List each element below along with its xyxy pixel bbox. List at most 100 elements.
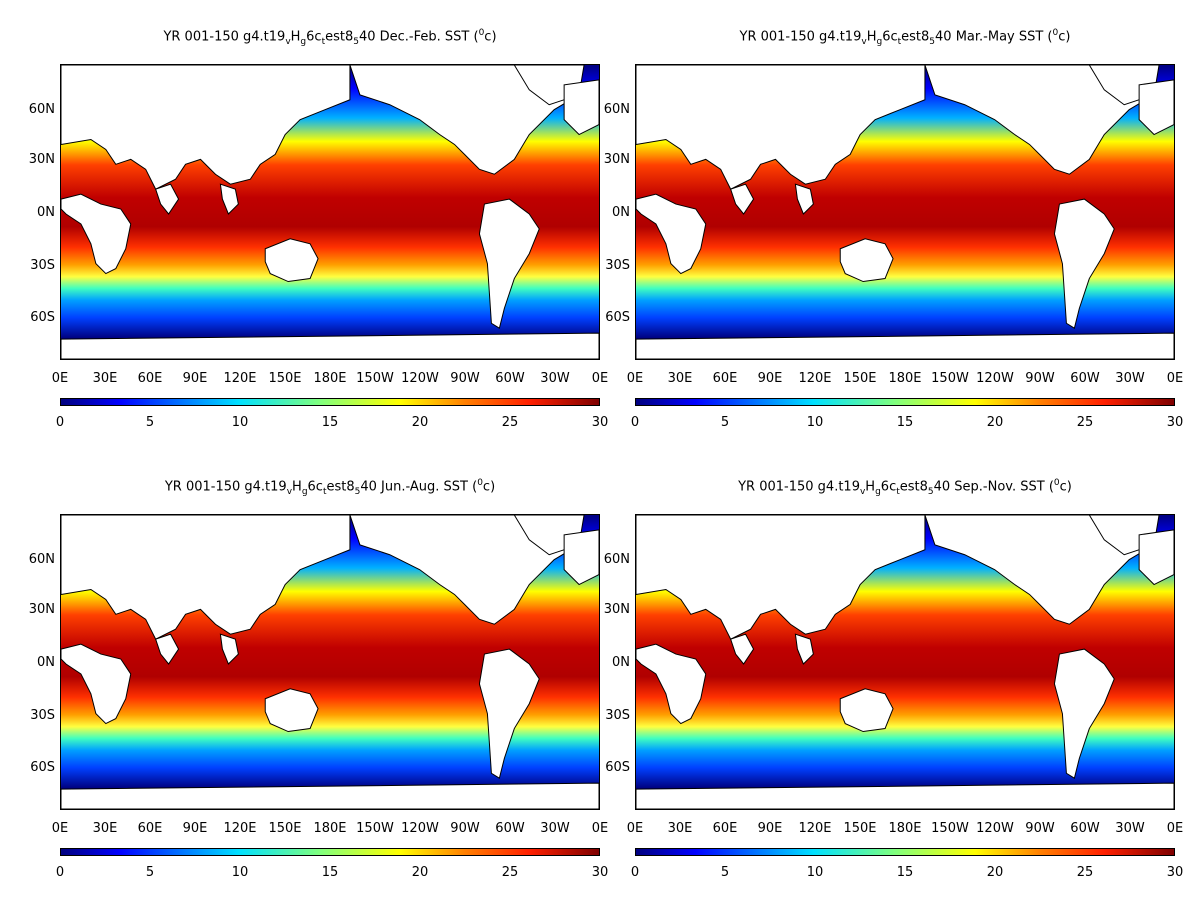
lon-tick-label: 180E	[313, 821, 347, 836]
colorbar-tick-label: 10	[806, 415, 824, 430]
colorbar-tick-label: 30	[1166, 865, 1184, 880]
lon-tick-label: 0E	[591, 821, 609, 836]
lon-tick-label: 180E	[888, 821, 922, 836]
land-mass	[636, 65, 926, 190]
land-mass	[636, 193, 707, 275]
lon-tick-label: 120W	[401, 371, 439, 386]
colorbar-tick-label: 25	[501, 865, 519, 880]
colorbar-tick-label: 0	[55, 865, 65, 880]
lat-tick-label: 30S	[30, 708, 55, 723]
map-panel: YR 001-150 g4.t19vHg6ctest8540 Jun.-Aug.…	[0, 450, 609, 900]
lon-tick-label: 30W	[1115, 821, 1145, 836]
land-mass	[264, 688, 319, 733]
lat-tick-label: 30S	[605, 708, 630, 723]
sst-map	[635, 64, 1175, 360]
colorbar-tick-label: 15	[896, 415, 914, 430]
colorbar-tick-label: 20	[411, 865, 429, 880]
lon-tick-label: 30W	[540, 821, 570, 836]
colorbar-tick-label: 15	[896, 865, 914, 880]
sst-map	[635, 514, 1175, 810]
land-mass	[839, 238, 894, 283]
land-mass	[730, 183, 755, 215]
colorbar-tick-label: 15	[321, 865, 339, 880]
colorbar-tick-label: 25	[1076, 865, 1094, 880]
lon-tick-label: 150W	[931, 821, 969, 836]
lon-tick-label: 150E	[268, 821, 302, 836]
lon-tick-label: 120E	[798, 371, 832, 386]
lat-tick-label: 60N	[28, 102, 55, 117]
sst-map	[60, 64, 600, 360]
colorbar-tick-label: 30	[591, 415, 609, 430]
land-mass	[730, 633, 755, 665]
lon-tick-label: 90W	[1025, 821, 1055, 836]
colorbar-tick-label: 0	[630, 415, 640, 430]
lon-tick-label: 90E	[182, 821, 208, 836]
colorbar-tick-label: 10	[231, 415, 249, 430]
title-text: YR 001-150 g4.t19	[163, 29, 286, 45]
lat-tick-label: 0N	[612, 655, 630, 670]
lat-tick-label: 0N	[37, 205, 55, 220]
lon-tick-label: 180E	[888, 371, 922, 386]
colorbar-tick-label: 25	[1076, 415, 1094, 430]
lon-tick-label: 150W	[931, 371, 969, 386]
lon-tick-label: 60E	[712, 371, 738, 386]
colorbar-tick-label: 30	[1166, 415, 1184, 430]
colorbar	[635, 398, 1175, 406]
lon-tick-label: 0E	[626, 371, 644, 386]
lat-tick-label: 0N	[612, 205, 630, 220]
lon-tick-label: 150E	[268, 371, 302, 386]
land-mass	[563, 79, 599, 136]
lon-tick-label: 90W	[450, 821, 480, 836]
colorbar-tick-label: 15	[321, 415, 339, 430]
lon-tick-label: 0E	[51, 821, 69, 836]
lon-tick-label: 30E	[667, 371, 693, 386]
lon-tick-label: 120W	[976, 371, 1014, 386]
lat-tick-label: 60S	[605, 310, 630, 325]
lon-tick-label: 120E	[223, 371, 257, 386]
lat-tick-label: 30N	[603, 602, 630, 617]
lon-tick-label: 60E	[137, 821, 163, 836]
colorbar-tick-label: 5	[720, 865, 730, 880]
colorbar-tick-label: 25	[501, 415, 519, 430]
colorbar-tick-label: 0	[55, 415, 65, 430]
land-mass	[636, 643, 707, 725]
title-text: YR 001-150 g4.t19	[739, 29, 862, 45]
lat-tick-label: 0N	[37, 655, 55, 670]
land-mass	[794, 183, 814, 215]
land-mass	[839, 688, 894, 733]
lon-tick-label: 120E	[223, 821, 257, 836]
land-mass	[61, 515, 351, 640]
title-text: YR 001-150 g4.t19	[164, 479, 287, 495]
land-mass	[563, 529, 599, 586]
lat-tick-label: 30S	[605, 258, 630, 273]
land-mass	[794, 633, 814, 665]
lon-tick-label: 0E	[1166, 821, 1184, 836]
lon-tick-label: 90E	[182, 371, 208, 386]
lon-tick-label: 150E	[843, 821, 877, 836]
lon-tick-label: 30W	[540, 371, 570, 386]
lon-tick-label: 60E	[712, 821, 738, 836]
title-text: YR 001-150 g4.t19	[738, 479, 860, 495]
sst-map	[60, 514, 600, 810]
lon-tick-label: 180E	[313, 371, 347, 386]
lon-tick-label: 60W	[495, 371, 525, 386]
land-mass	[1138, 79, 1174, 136]
colorbar-tick-label: 20	[986, 415, 1004, 430]
colorbar-tick-label: 10	[806, 865, 824, 880]
lon-tick-label: 90E	[757, 371, 783, 386]
lon-tick-label: 60W	[1070, 821, 1100, 836]
lon-tick-label: 30E	[92, 821, 118, 836]
land-mass	[636, 332, 1174, 359]
colorbar-tick-label: 5	[145, 865, 155, 880]
colorbar-tick-label: 10	[231, 865, 249, 880]
panel-title: YR 001-150 g4.t19vHg6ctest8540 Dec.-Feb.…	[163, 28, 497, 47]
lon-tick-label: 30W	[1115, 371, 1145, 386]
lat-tick-label: 30N	[603, 152, 630, 167]
land-mass	[61, 193, 132, 275]
map-panel: YR 001-150 g4.t19vHg6ctest8540 Mar.-May …	[575, 0, 1184, 450]
lat-tick-label: 60S	[605, 760, 630, 775]
land-mass	[61, 332, 599, 359]
land-mass	[61, 65, 351, 190]
land-mass	[478, 198, 540, 329]
lat-tick-label: 60N	[28, 552, 55, 567]
